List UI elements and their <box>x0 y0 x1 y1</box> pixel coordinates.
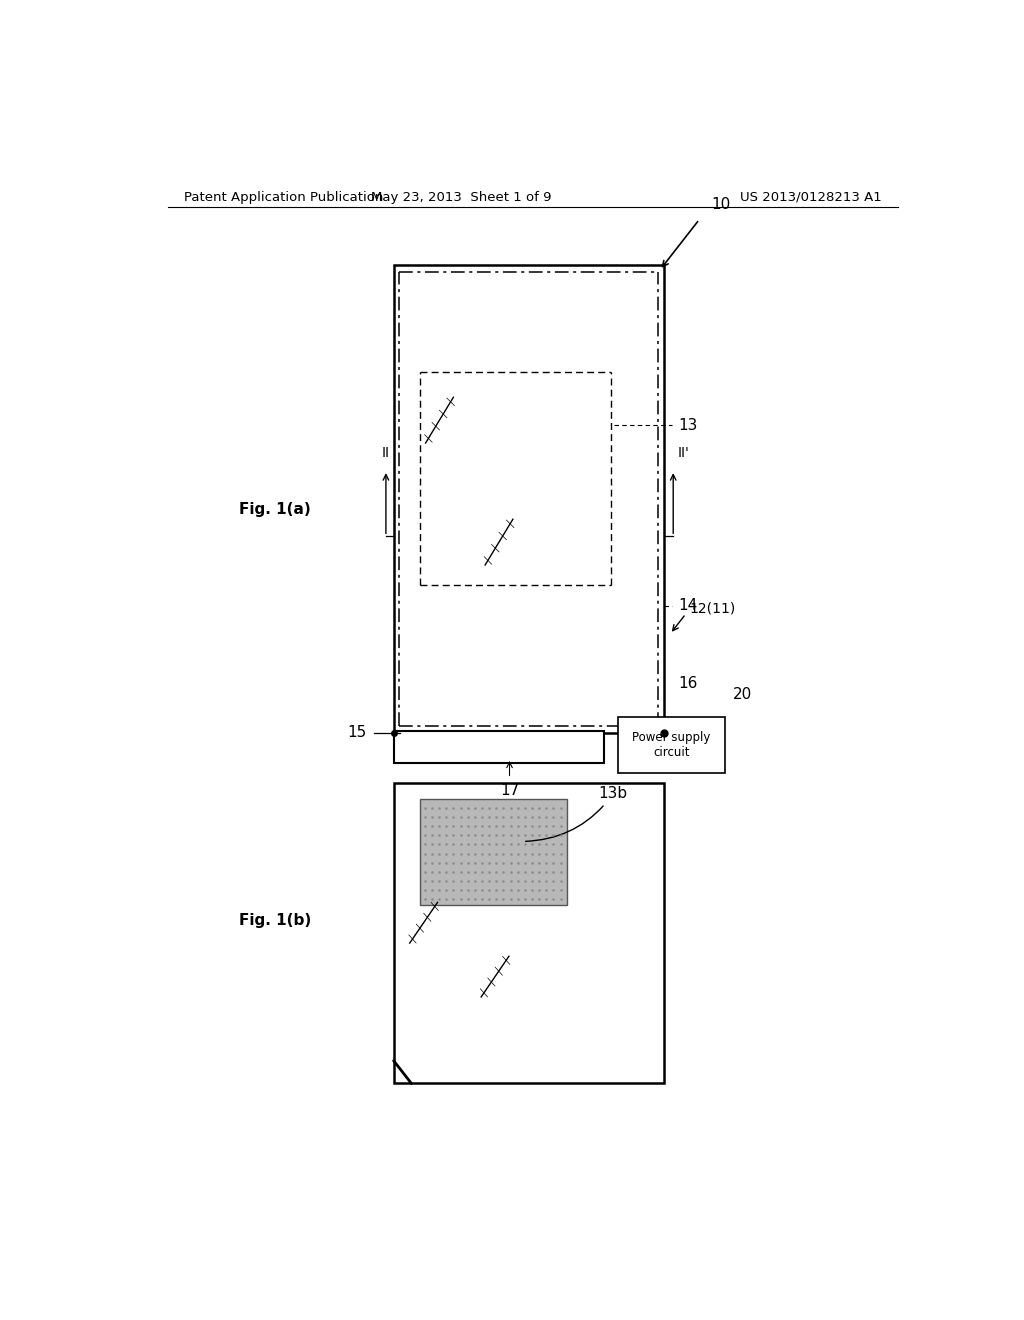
Text: 13b: 13b <box>525 787 628 841</box>
Bar <box>420 799 567 906</box>
Text: 16: 16 <box>678 676 697 692</box>
Text: Fig. 1(a): Fig. 1(a) <box>240 502 311 516</box>
Text: Fig. 1(b): Fig. 1(b) <box>240 913 311 928</box>
Text: II: II <box>382 446 390 461</box>
Text: II': II' <box>678 446 690 461</box>
Text: US 2013/0128213 A1: US 2013/0128213 A1 <box>740 190 882 203</box>
Text: 14: 14 <box>678 598 697 612</box>
Text: Patent Application Publication: Patent Application Publication <box>183 190 383 203</box>
Bar <box>617 718 725 774</box>
Bar <box>394 731 604 763</box>
Text: 17: 17 <box>500 784 519 799</box>
Text: 10: 10 <box>712 197 730 211</box>
Text: 18: 18 <box>652 747 671 763</box>
Text: May 23, 2013  Sheet 1 of 9: May 23, 2013 Sheet 1 of 9 <box>371 190 552 203</box>
Bar <box>394 784 664 1084</box>
Text: 20: 20 <box>733 686 752 701</box>
Text: 13: 13 <box>678 417 697 433</box>
Text: 12(11): 12(11) <box>690 602 736 615</box>
Text: 15: 15 <box>347 725 367 741</box>
Bar <box>394 265 664 733</box>
Text: Power supply
circuit: Power supply circuit <box>632 731 711 759</box>
